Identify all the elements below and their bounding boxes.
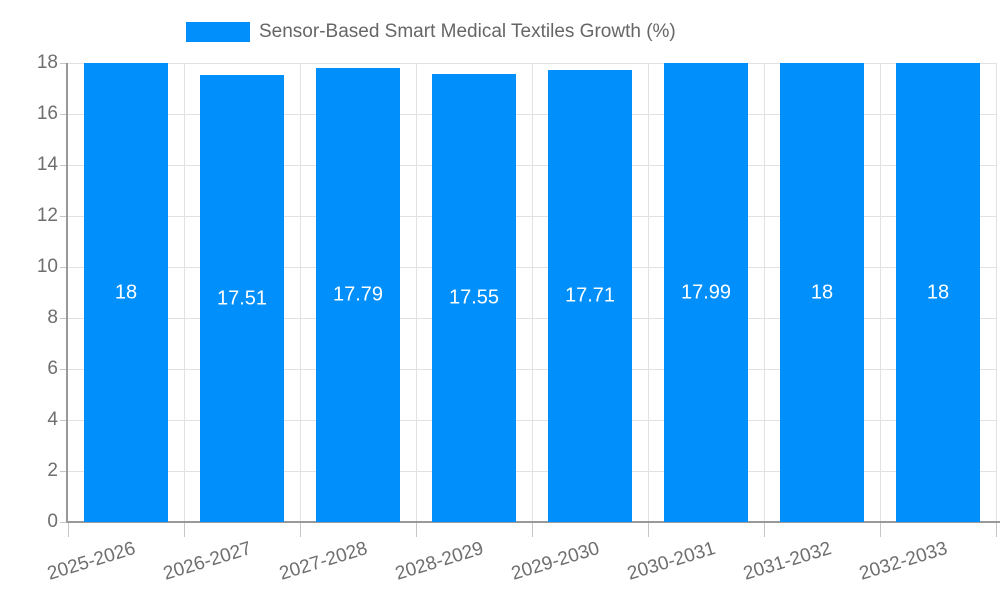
chart-legend[interactable]: Sensor-Based Smart Medical Textiles Grow… xyxy=(186,22,676,42)
x-axis-tick xyxy=(183,522,185,537)
v-gridline xyxy=(763,63,765,522)
x-axis-label: 2032-2033 xyxy=(857,538,951,585)
bar-value-label: 17.79 xyxy=(332,283,384,306)
bar-value-label: 17.55 xyxy=(448,286,500,309)
bar[interactable] xyxy=(780,63,864,522)
y-axis-tick xyxy=(60,419,67,421)
x-axis-label: 2025-2026 xyxy=(45,538,139,585)
bar-value-label: 18 xyxy=(114,281,138,303)
x-axis-tick xyxy=(879,522,881,537)
y-axis-tick xyxy=(60,470,67,472)
x-axis-label: 2027-2028 xyxy=(277,538,371,585)
y-axis-tick xyxy=(60,266,67,268)
y-axis-tick xyxy=(60,113,67,115)
x-axis-tick xyxy=(531,522,533,537)
y-axis-tick xyxy=(60,368,67,370)
y-axis-tick xyxy=(60,215,67,217)
y-tick-label: 18 xyxy=(36,52,58,73)
legend-label: Sensor-Based Smart Medical Textiles Grow… xyxy=(259,21,676,42)
v-gridline xyxy=(299,63,301,522)
x-axis-label: 2031-2032 xyxy=(741,538,835,585)
y-tick-label: 4 xyxy=(47,409,58,430)
y-tick-label: 6 xyxy=(47,358,58,379)
x-axis-tick xyxy=(299,522,301,537)
x-axis-tick xyxy=(67,522,69,537)
bar[interactable] xyxy=(896,63,980,522)
x-axis-tick xyxy=(995,522,997,537)
y-tick-label: 12 xyxy=(36,205,58,226)
x-axis-label: 2030-2031 xyxy=(625,538,719,585)
y-tick-label: 14 xyxy=(36,154,58,175)
v-gridline xyxy=(183,63,185,522)
y-tick-label: 8 xyxy=(47,307,58,328)
bar[interactable] xyxy=(664,63,748,522)
bar[interactable] xyxy=(548,70,632,522)
v-gridline xyxy=(995,63,997,522)
x-axis-line xyxy=(66,521,1000,523)
x-axis-label: 2026-2027 xyxy=(161,538,255,585)
v-gridline xyxy=(647,63,649,522)
x-axis-tick xyxy=(415,522,417,537)
bar[interactable] xyxy=(432,74,516,522)
y-tick-label: 2 xyxy=(47,460,58,481)
y-axis-tick xyxy=(60,164,67,166)
y-tick-label: 10 xyxy=(36,256,58,277)
x-axis-tick xyxy=(647,522,649,537)
bar-value-label: 17.51 xyxy=(216,287,268,310)
y-tick-label: 16 xyxy=(36,103,58,124)
bar-value-label: 17.71 xyxy=(564,284,616,307)
x-axis-tick xyxy=(763,522,765,537)
y-tick-label: 0 xyxy=(47,511,58,532)
y-axis-tick xyxy=(60,521,67,523)
bar[interactable] xyxy=(316,68,400,522)
y-axis-tick xyxy=(60,62,67,64)
y-axis-tick xyxy=(60,317,67,319)
bar[interactable] xyxy=(84,63,168,522)
v-gridline xyxy=(879,63,881,522)
bar-value-label: 18 xyxy=(926,281,950,303)
x-axis-label: 2029-2030 xyxy=(509,538,603,585)
legend-swatch-icon xyxy=(186,22,250,42)
bar[interactable] xyxy=(200,75,284,522)
x-axis-label: 2028-2029 xyxy=(393,538,487,585)
y-axis-line xyxy=(66,63,68,522)
bar-value-label: 17.99 xyxy=(680,281,732,304)
v-gridline xyxy=(531,63,533,522)
v-gridline xyxy=(415,63,417,522)
bar-value-label: 18 xyxy=(810,281,834,303)
